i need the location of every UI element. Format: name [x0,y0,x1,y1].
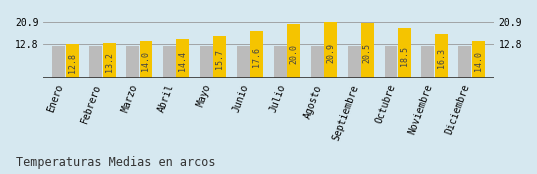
Bar [398,28,411,78]
Text: 13.2: 13.2 [105,52,113,72]
Bar [89,46,102,78]
Bar [471,41,484,78]
Bar [213,36,226,78]
Bar [274,46,287,78]
Bar [384,46,397,78]
Text: 20.0: 20.0 [289,44,298,64]
Bar [177,39,190,78]
Bar [435,34,448,78]
Bar [459,46,471,78]
Bar [361,23,374,78]
Text: Temperaturas Medias en arcos: Temperaturas Medias en arcos [16,156,216,169]
Text: 12.8: 12.8 [68,53,77,73]
Bar [200,46,213,78]
Text: 17.6: 17.6 [252,47,261,67]
Text: 16.3: 16.3 [437,48,446,68]
Bar [311,46,324,78]
Bar [103,43,115,78]
Text: 20.9: 20.9 [326,43,335,63]
Bar [140,41,153,78]
Bar [66,44,78,78]
Text: 14.4: 14.4 [178,51,187,71]
Text: 15.7: 15.7 [215,49,224,69]
Text: 18.5: 18.5 [400,46,409,66]
Text: 20.5: 20.5 [363,43,372,63]
Bar [422,46,434,78]
Bar [163,46,176,78]
Bar [324,22,337,78]
Bar [250,31,263,78]
Bar [287,24,300,78]
Bar [237,46,250,78]
Bar [53,46,66,78]
Text: 14.0: 14.0 [474,51,483,71]
Text: 14.0: 14.0 [141,51,150,71]
Bar [347,46,360,78]
Bar [126,46,139,78]
